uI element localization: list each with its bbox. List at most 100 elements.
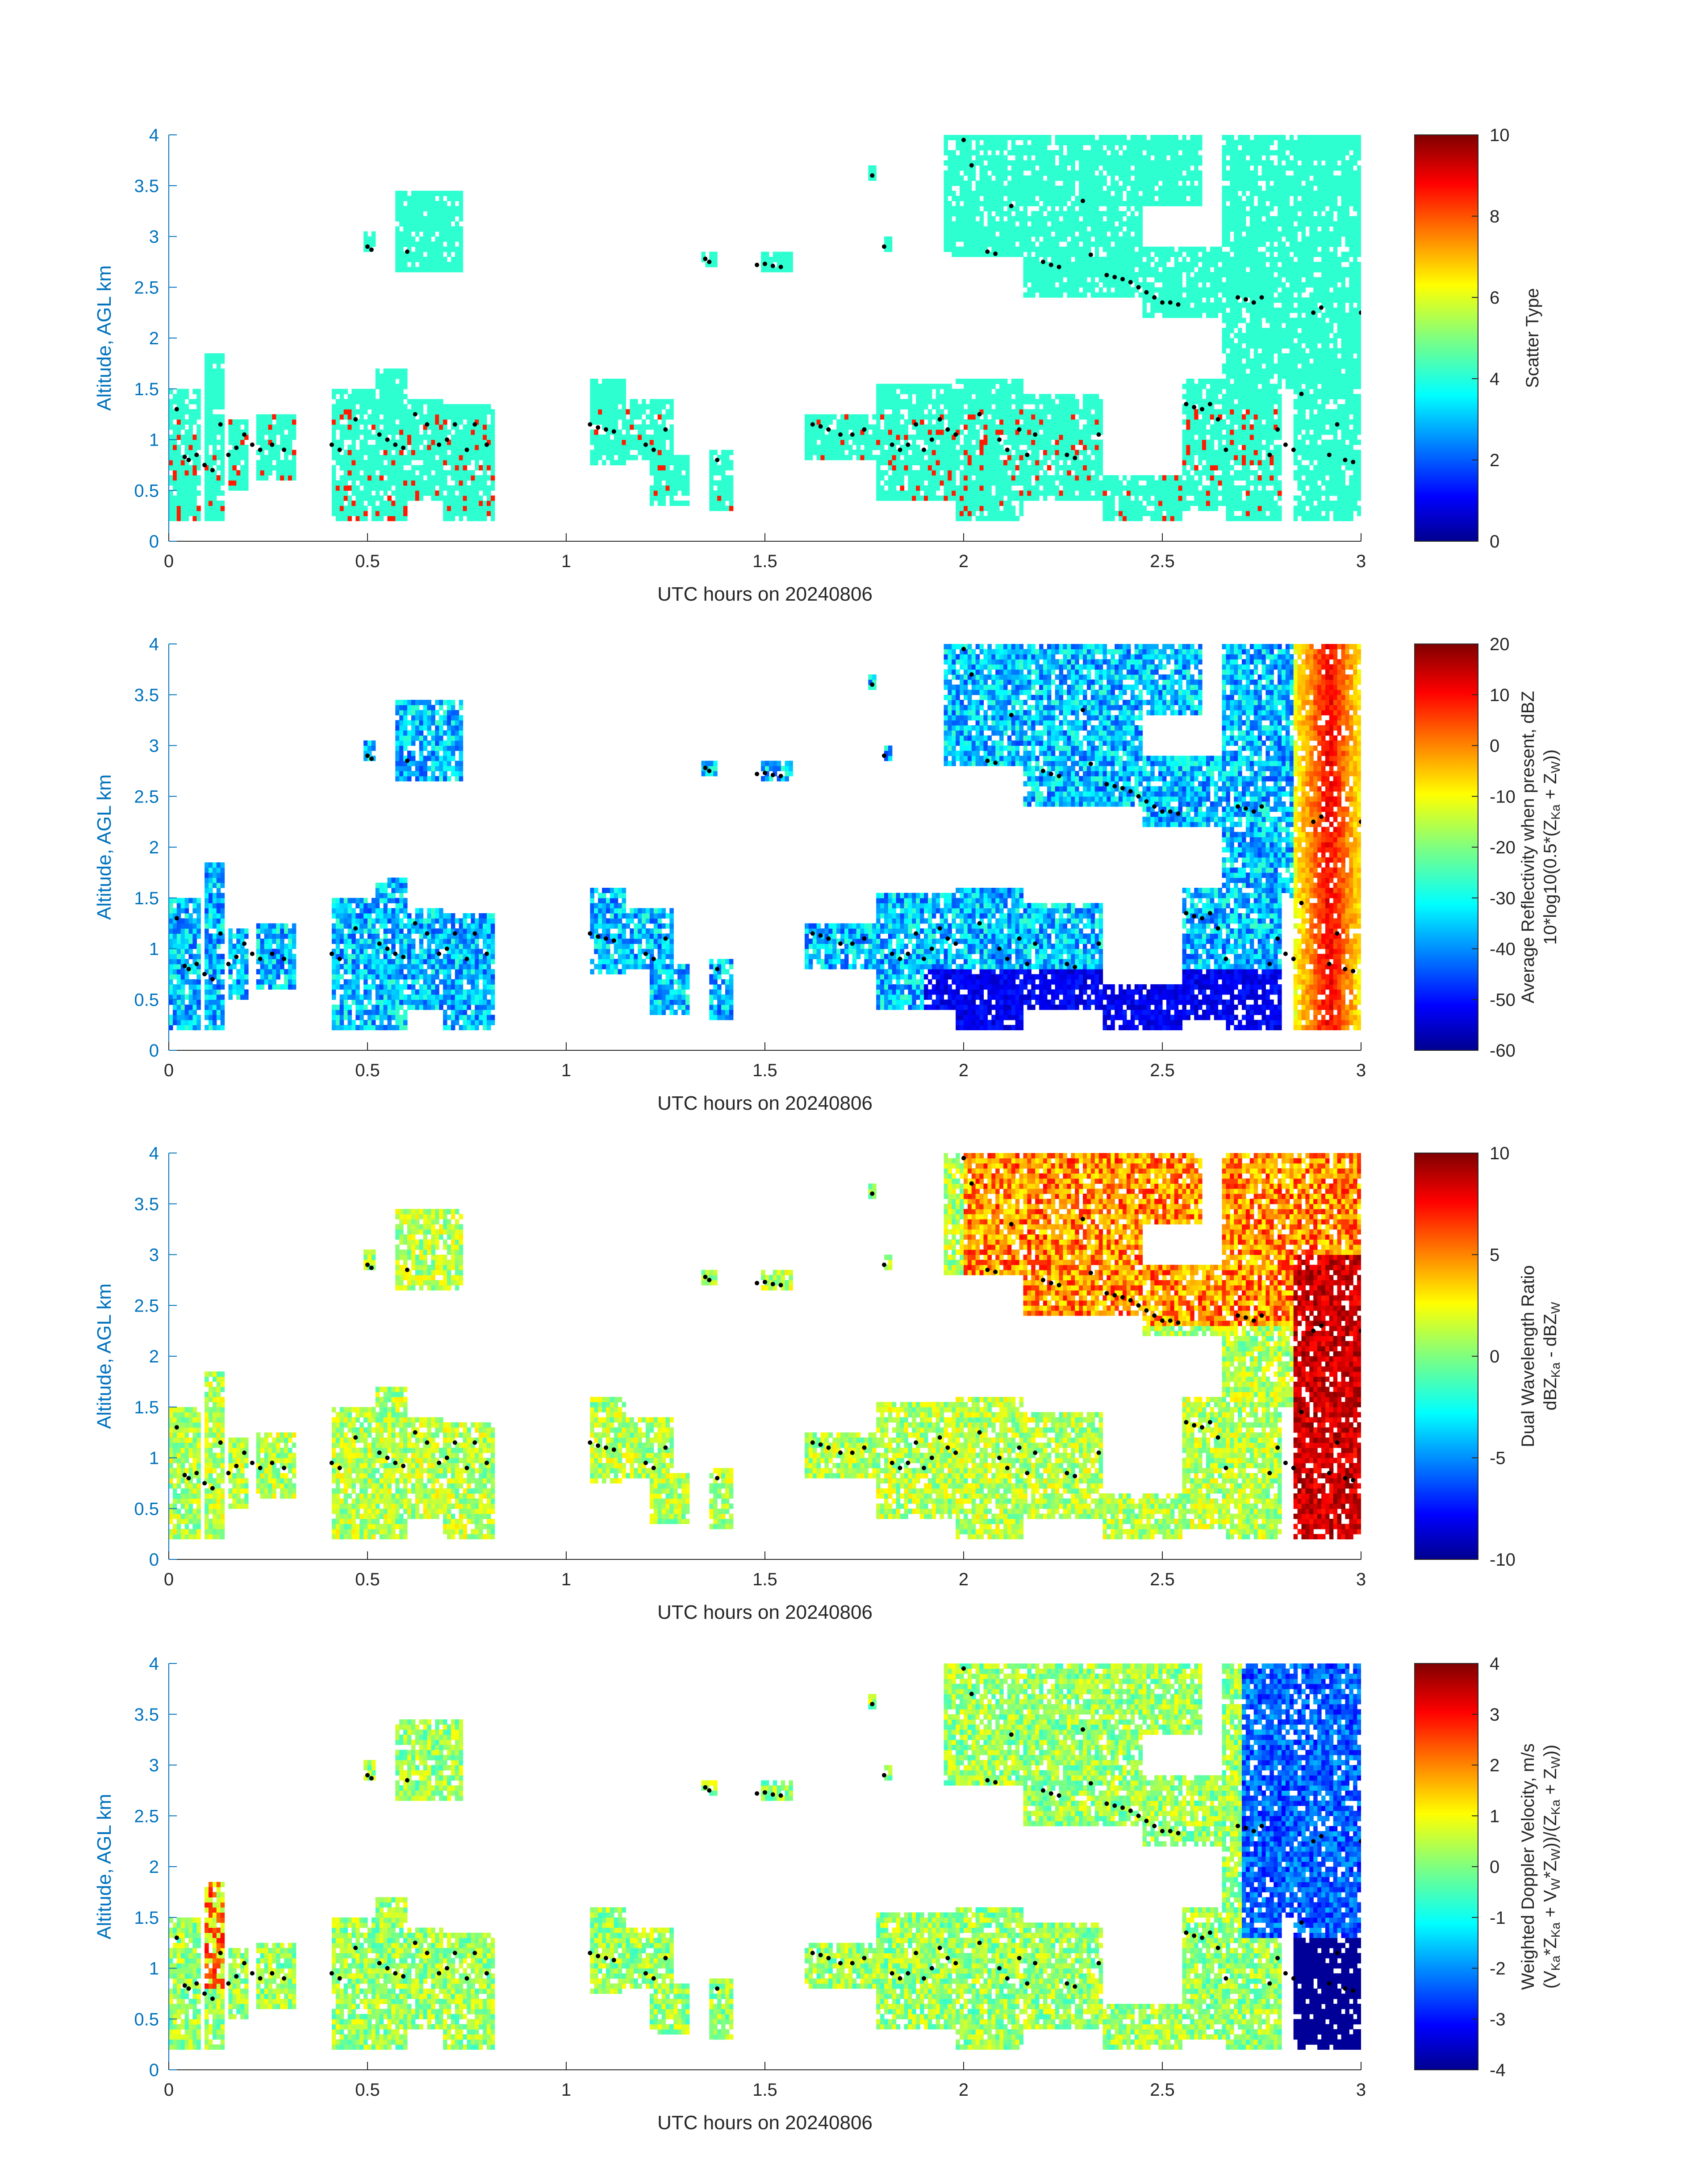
heatmap-cell xyxy=(908,480,912,486)
heatmap-cell xyxy=(284,460,288,465)
heatmap-cell xyxy=(1043,394,1048,400)
heatmap-cell xyxy=(1094,394,1099,400)
heatmap-cell xyxy=(975,455,980,460)
heatmap-cell xyxy=(1102,282,1107,288)
heatmap-cell xyxy=(979,379,984,384)
heatmap-cell xyxy=(188,475,193,481)
heatmap-cell xyxy=(1083,140,1087,146)
heatmap-cell xyxy=(1031,490,1036,496)
heatmap-cell xyxy=(220,444,225,450)
heatmap-cell xyxy=(359,394,364,400)
heatmap-cell xyxy=(431,262,435,267)
heatmap-cell xyxy=(403,404,408,409)
heatmap-cell xyxy=(1146,262,1151,267)
heatmap-cell xyxy=(347,506,352,511)
heatmap-cell xyxy=(602,389,606,394)
heatmap-cell xyxy=(1146,165,1151,171)
heatmap-cell xyxy=(940,424,944,430)
heatmap-cell xyxy=(1003,465,1008,471)
heatmap-cell xyxy=(1055,287,1060,293)
heatmap-cell xyxy=(1123,501,1127,506)
heatmap-cell xyxy=(475,424,479,430)
heatmap-cell xyxy=(220,490,225,496)
heatmap-cell xyxy=(1119,516,1123,522)
heatmap-cell xyxy=(347,414,352,420)
heatmap-cell xyxy=(423,241,428,247)
heatmap-cell xyxy=(1150,201,1155,206)
heatmap-cell xyxy=(1158,277,1163,283)
heatmap-cell xyxy=(590,409,594,415)
heatmap-cell xyxy=(1007,384,1012,389)
heatmap-cell xyxy=(816,429,821,435)
heatmap-cell xyxy=(1098,267,1103,272)
heatmap-cell xyxy=(1067,490,1071,496)
heatmap-cell xyxy=(359,501,364,506)
heatmap-cell xyxy=(1059,236,1064,242)
heatmap-cell xyxy=(176,506,181,511)
heatmap-cell xyxy=(975,394,980,400)
heatmap-cell xyxy=(419,191,424,196)
heatmap-cell xyxy=(172,495,177,501)
heatmap-cell xyxy=(399,389,404,394)
heatmap-cell xyxy=(979,394,984,400)
heatmap-cell xyxy=(220,506,225,511)
heatmap-cell xyxy=(459,216,464,221)
heatmap-cell xyxy=(435,201,439,206)
heatmap-cell xyxy=(435,404,439,409)
heatmap-cell xyxy=(602,379,606,384)
heatmap-cell xyxy=(1023,211,1027,217)
heatmap-cell xyxy=(848,455,853,460)
heatmap-cell xyxy=(407,409,412,415)
heatmap-cell xyxy=(256,439,261,445)
heatmap-cell xyxy=(455,247,459,252)
heatmap-cell xyxy=(999,379,1004,384)
heatmap-cell xyxy=(638,424,642,430)
heatmap-cell xyxy=(916,424,920,430)
heatmap-cell xyxy=(1134,155,1139,161)
heatmap-cell xyxy=(1119,501,1123,506)
heatmap-cell xyxy=(1158,196,1163,201)
heatmap-cell xyxy=(653,475,658,481)
heatmap-cell xyxy=(1094,414,1099,420)
heatmap-cell xyxy=(280,439,284,445)
heatmap-cell xyxy=(1043,404,1048,409)
heatmap-cell xyxy=(661,455,666,460)
heatmap-cell xyxy=(983,145,988,150)
heatmap-cell xyxy=(455,439,459,445)
heatmap-cell xyxy=(407,251,412,257)
heatmap-cell xyxy=(1115,165,1119,171)
heatmap-cell xyxy=(1083,191,1087,196)
heatmap-cell xyxy=(1071,414,1075,420)
heatmap-cell xyxy=(1031,221,1036,227)
heatmap-cell xyxy=(1071,262,1075,267)
heatmap-cell xyxy=(339,389,344,394)
heatmap-cell xyxy=(411,191,416,196)
heatmap-cell xyxy=(475,475,479,481)
heatmap-cell xyxy=(455,226,459,232)
heatmap-cell xyxy=(447,206,451,212)
heatmap-cell xyxy=(343,475,348,481)
heatmap-cell xyxy=(1043,277,1048,283)
heatmap-cell xyxy=(944,191,948,196)
heatmap-cell xyxy=(880,384,885,389)
heatmap-cell xyxy=(975,241,980,247)
heatmap-cell xyxy=(948,409,952,415)
heatmap-cell xyxy=(1098,191,1103,196)
heatmap-cell xyxy=(1027,399,1031,405)
heatmap-cell xyxy=(483,404,487,409)
heatmap-cell xyxy=(964,394,968,400)
heatmap-cell xyxy=(415,251,420,257)
heatmap-cell xyxy=(1039,251,1044,257)
heatmap-cell xyxy=(184,439,189,445)
heatmap-cell xyxy=(649,490,654,496)
heatmap-cell xyxy=(280,419,284,425)
heatmap-cell xyxy=(196,480,201,486)
heatmap-cell xyxy=(868,165,873,171)
heatmap-cell xyxy=(256,460,261,465)
heatmap-cell xyxy=(1123,516,1127,522)
heatmap-cell xyxy=(359,409,364,415)
heatmap-cell xyxy=(765,257,769,262)
heatmap-cell xyxy=(848,435,853,440)
heatmap-cell xyxy=(1142,495,1147,501)
heatmap-cell xyxy=(1111,267,1115,272)
